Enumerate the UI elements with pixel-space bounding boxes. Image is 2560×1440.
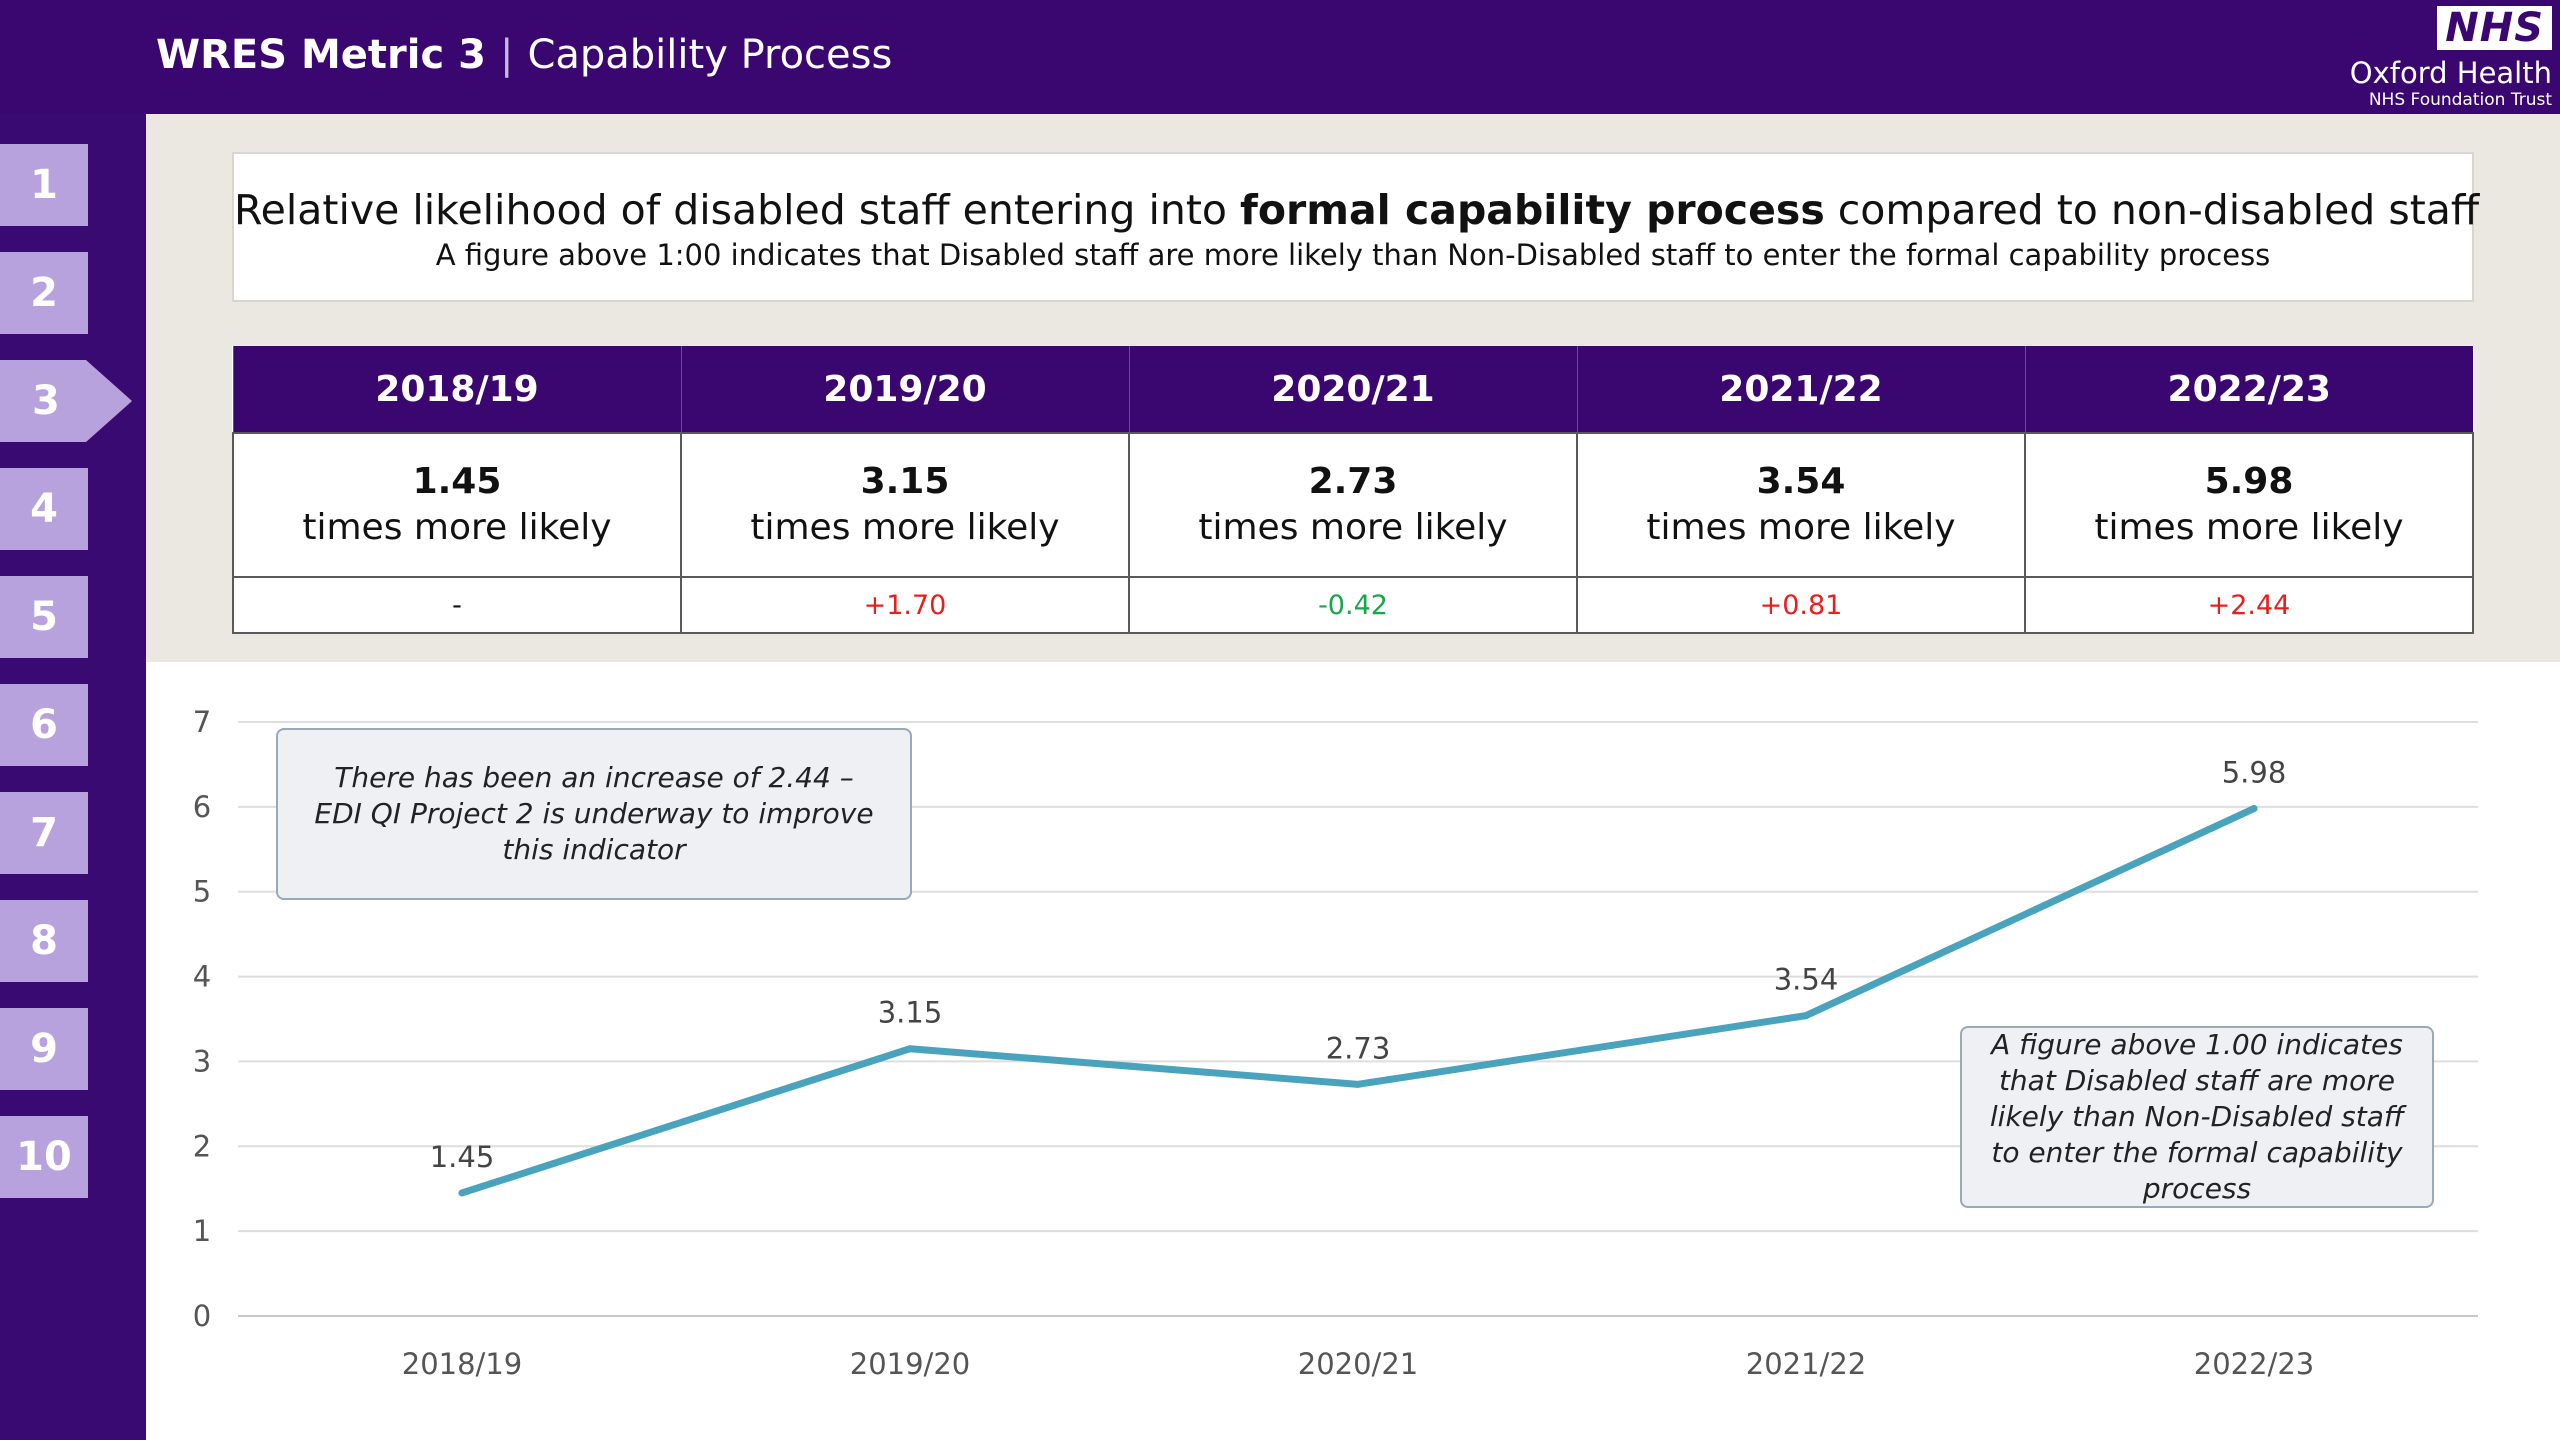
y-tick-label: 6 (193, 790, 211, 824)
sidebar-nav: 1 2 3 4 5 6 7 8 9 10 (0, 114, 146, 1440)
x-tick-label: 2019/20 (850, 1347, 970, 1381)
headline: Relative likelihood of disabled staff en… (234, 186, 2479, 234)
y-tick-label: 3 (193, 1044, 211, 1078)
likelihood-value: 1.45 (412, 461, 502, 502)
headline-box: Relative likelihood of disabled staff en… (232, 152, 2479, 302)
sidebar-item-5[interactable]: 5 (0, 576, 88, 658)
data-point (1354, 1080, 1362, 1088)
nhs-logo-mark: NHS (2437, 6, 2552, 50)
change-value: - (232, 576, 682, 634)
change-value: -0.42 (1128, 576, 1578, 634)
likelihood-value: 2.73 (1308, 461, 1398, 502)
likelihood-caption: times more likely (1198, 507, 1508, 548)
change-value: +2.44 (2024, 576, 2474, 634)
data-point (2250, 805, 2258, 813)
headline-subtitle: A figure above 1:00 indicates that Disab… (435, 238, 2271, 272)
likelihood-value: 3.15 (860, 461, 950, 502)
x-tick-label: 2020/21 (1298, 1347, 1418, 1381)
data-label: 3.15 (878, 996, 943, 1030)
likelihood-cell: 3.54 times more likely (1576, 432, 2026, 578)
sidebar-item-6[interactable]: 6 (0, 684, 88, 766)
year-header: 2022/23 (2024, 346, 2473, 433)
y-tick-label: 1 (193, 1214, 211, 1248)
likelihood-caption: times more likely (302, 507, 612, 548)
data-point (1802, 1012, 1810, 1020)
likelihood-caption: times more likely (750, 507, 1060, 548)
likelihood-cell: 5.98 times more likely (2024, 432, 2474, 578)
likelihood-line-chart: 0 1 2 3 4 5 6 7 2018/19 2019/20 2020/21 2021/22 2022… (193, 705, 2478, 1381)
title-metric: WRES Metric 3 (156, 32, 486, 78)
nhs-logo: NHS Oxford Health NHS Foundation Trust (2322, 6, 2552, 110)
sidebar-item-4[interactable]: 4 (0, 468, 88, 550)
logo-trust-name: NHS Foundation Trust (2368, 90, 2552, 110)
year-header: 2018/19 (232, 346, 681, 433)
headline-emphasis: formal capability process (1240, 186, 1825, 234)
year-header: 2020/21 (1128, 346, 1577, 433)
sidebar-item-1[interactable]: 1 (0, 144, 88, 226)
callout-threshold-note: A figure above 1.00 indicates that Disab… (1960, 1026, 2434, 1208)
data-point (906, 1045, 914, 1053)
title-separator: | (499, 32, 514, 78)
change-value: +0.81 (1576, 576, 2026, 634)
x-tick-label: 2022/23 (2194, 1347, 2314, 1381)
y-tick-label: 7 (193, 705, 211, 739)
callout-increase-note: There has been an increase of 2.44 – EDI… (276, 728, 912, 900)
y-tick-label: 5 (193, 875, 211, 909)
y-tick-label: 2 (193, 1129, 211, 1163)
sidebar-item-10[interactable]: 10 (0, 1116, 88, 1198)
logo-org-name: Oxford Health (2349, 56, 2552, 90)
likelihood-cell: 3.15 times more likely (680, 432, 1130, 578)
likelihood-caption: times more likely (1646, 507, 1956, 548)
x-tick-label: 2021/22 (1746, 1347, 1866, 1381)
sidebar-item-7[interactable]: 7 (0, 792, 88, 874)
table-header-row: 2018/19 2019/20 2020/21 2021/22 2022/23 (232, 346, 2473, 433)
data-label: 2.73 (1326, 1031, 1391, 1065)
sidebar-item-9[interactable]: 9 (0, 1008, 88, 1090)
likelihood-value: 3.54 (1756, 461, 1846, 502)
table-value-row: 1.45 times more likely 3.15 times more like… (232, 432, 2474, 578)
data-label: 3.54 (1774, 963, 1839, 997)
headline-suffix: compared to non-disabled staff (1824, 186, 2480, 234)
header-bar: WRES Metric 3 | Capability Process NHS Oxf… (0, 0, 2560, 114)
page-title: WRES Metric 3 | Capability Process (156, 32, 892, 78)
y-tick-label: 0 (193, 1299, 211, 1333)
data-label: 5.98 (2222, 756, 2287, 790)
title-subtitle: Capability Process (527, 32, 893, 78)
change-value: +1.70 (680, 576, 1130, 634)
headline-prefix: Relative likelihood of disabled staff en… (234, 186, 1241, 234)
likelihood-cell: 1.45 times more likely (232, 432, 682, 578)
likelihood-cell: 2.73 times more likely (1128, 432, 1578, 578)
sidebar-item-3[interactable]: 3 (0, 360, 132, 442)
table-change-row: - +1.70 -0.42 +0.81 +2.44 (232, 576, 2474, 634)
sidebar-item-2[interactable]: 2 (0, 252, 88, 334)
data-point (458, 1189, 466, 1197)
likelihood-value: 5.98 (2204, 461, 2294, 502)
x-tick-label: 2018/19 (402, 1347, 522, 1381)
likelihood-caption: times more likely (2094, 507, 2404, 548)
year-header: 2021/22 (1576, 346, 2025, 433)
year-header: 2019/20 (680, 346, 1129, 433)
data-label: 1.45 (430, 1140, 495, 1174)
likelihood-table: 2018/19 2019/20 2020/21 2021/22 2022/23 1.45… (232, 346, 2474, 634)
sidebar-item-8[interactable]: 8 (0, 900, 88, 982)
y-tick-label: 4 (193, 960, 211, 994)
